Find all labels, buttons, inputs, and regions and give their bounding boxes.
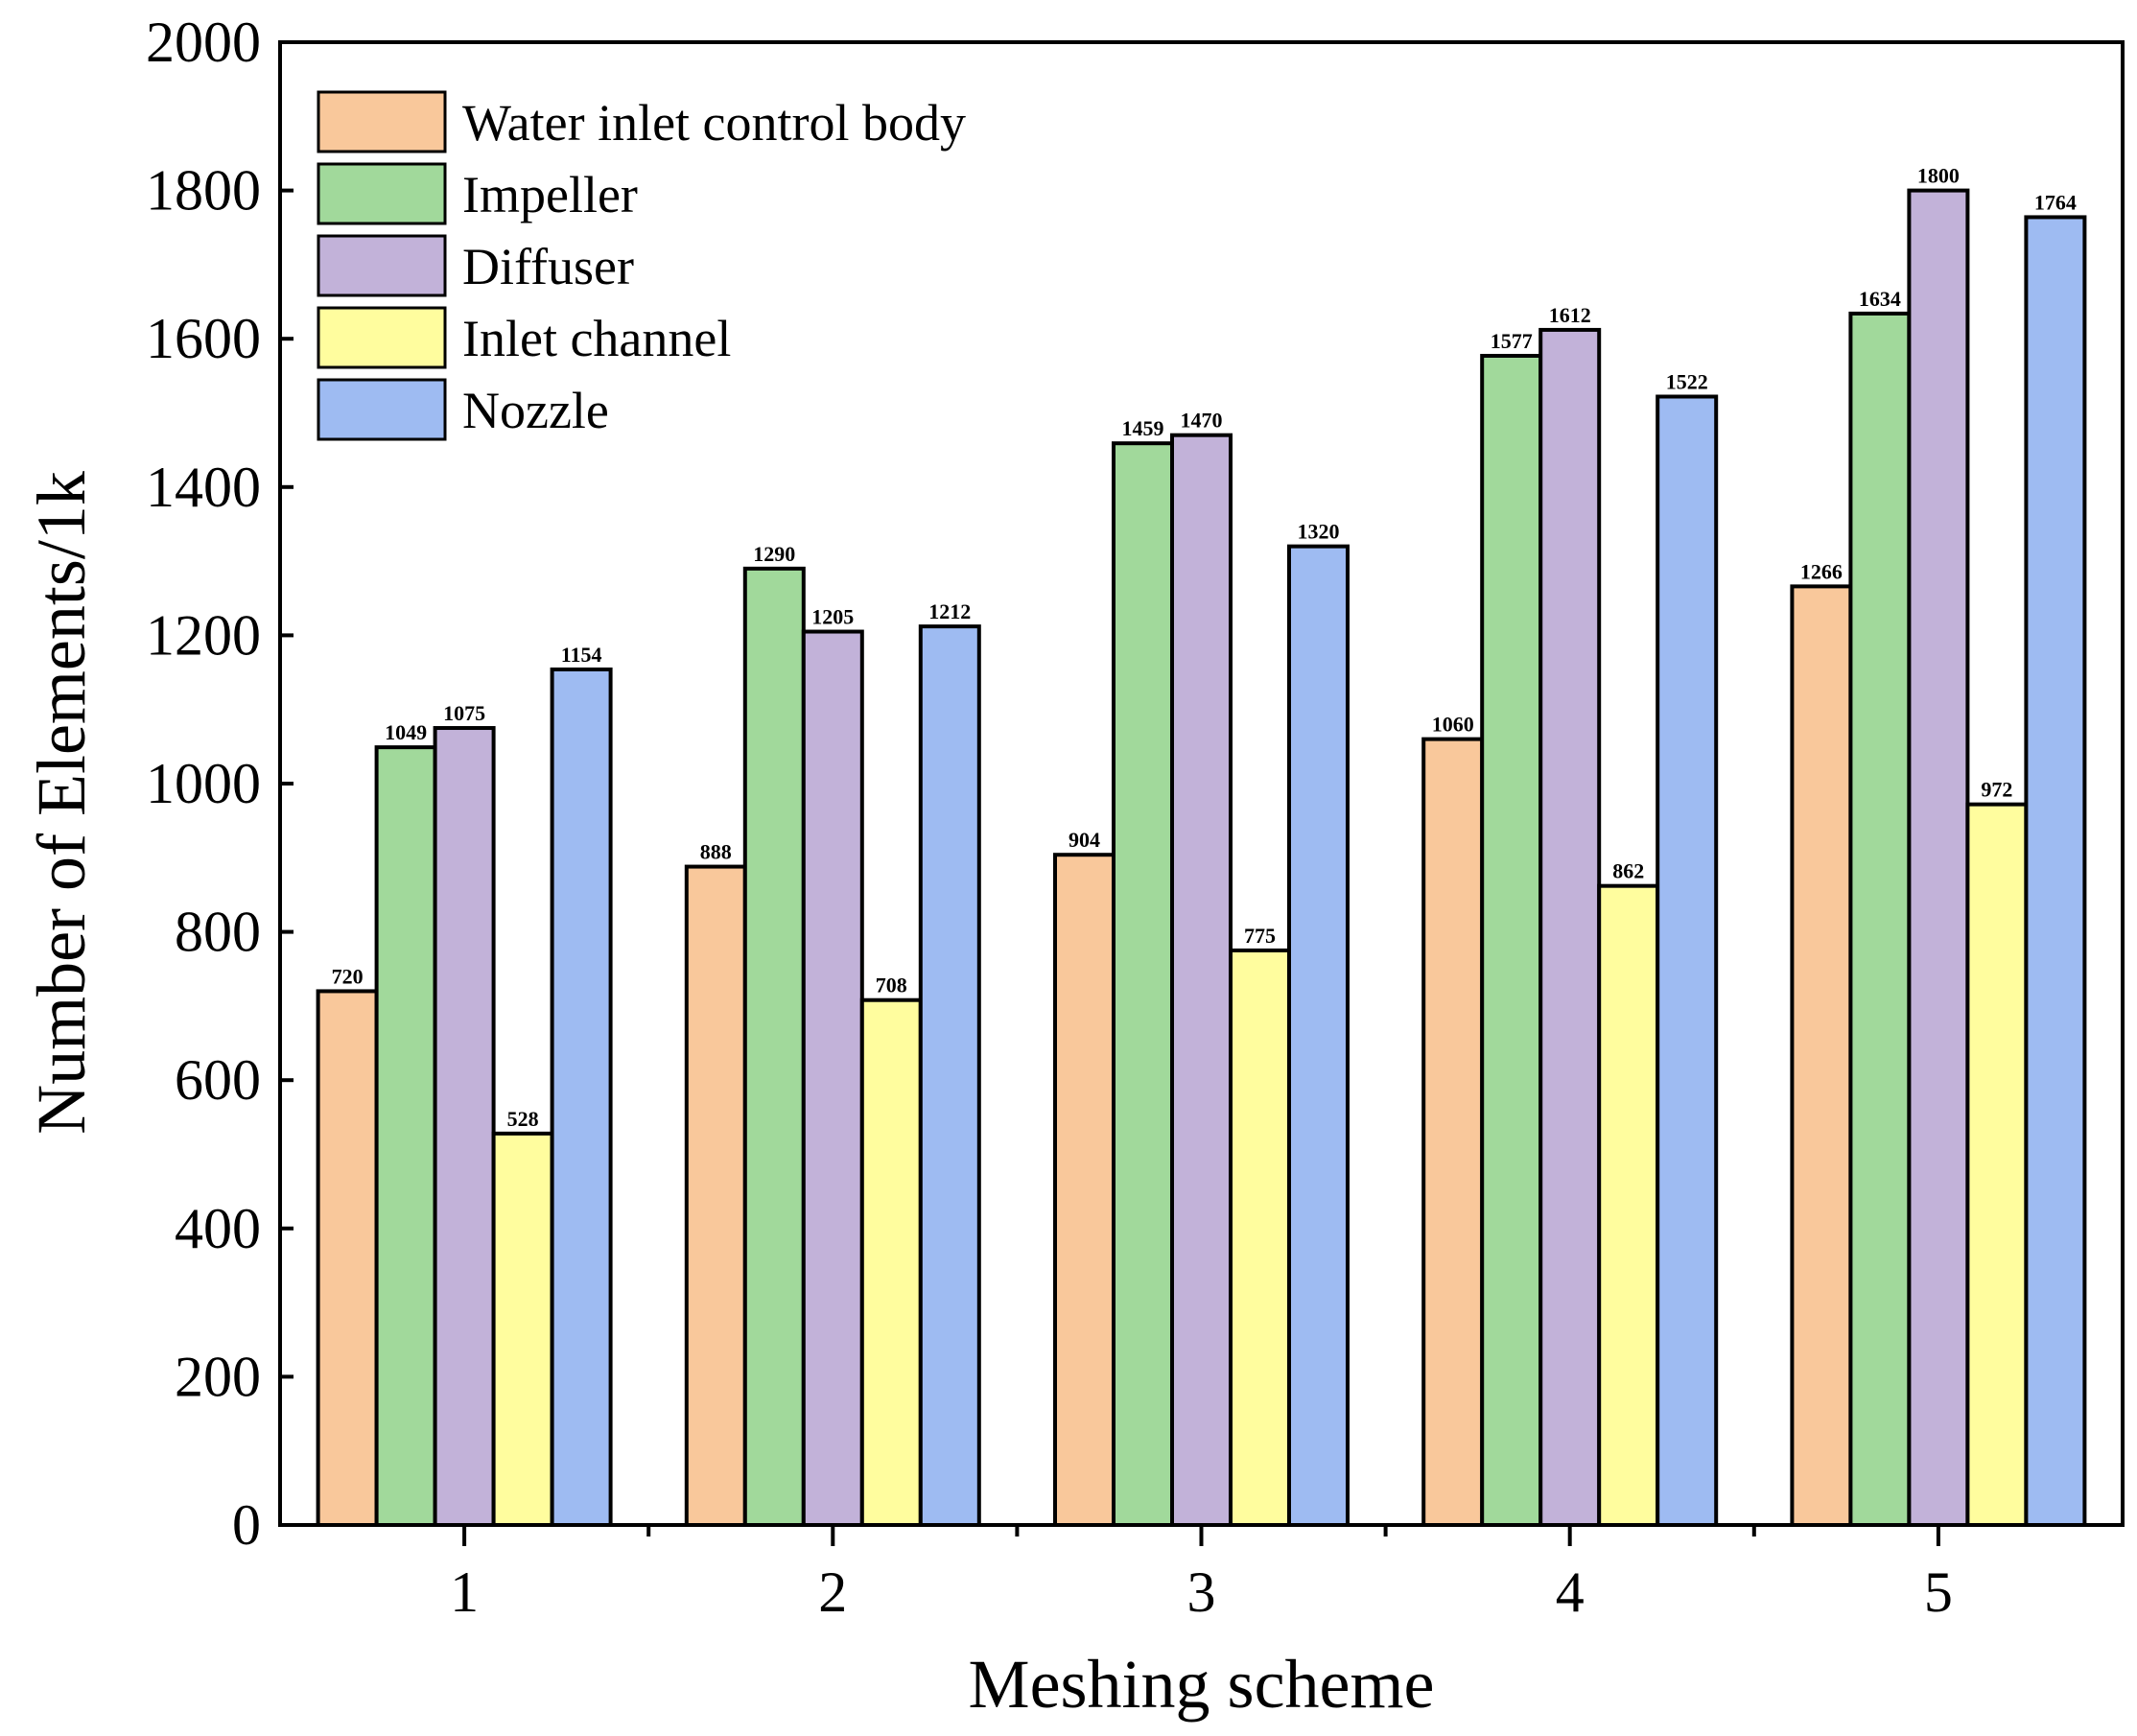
y-axis-title: Number of Elements/1k [23,471,100,1135]
y-tick-label: 200 [175,1345,261,1408]
y-tick-label: 1800 [146,159,261,223]
bar [801,629,864,1527]
legend-swatch [317,378,447,441]
bar [1597,883,1660,1527]
data-label: 1290 [753,542,795,566]
data-label: 528 [507,1107,539,1131]
x-tick-label: 5 [1924,1560,1953,1624]
x-axis-title: Meshing scheme [969,1646,1435,1723]
data-label: 708 [876,974,907,997]
y-tick-label: 1200 [146,603,261,667]
legend-label: Diffuser [462,238,634,295]
data-label: 1612 [1549,303,1591,327]
legend-label: Inlet channel [462,310,731,367]
bar [1421,737,1485,1527]
y-tick-label: 400 [175,1197,261,1260]
bar [1170,433,1233,1528]
bar [1965,802,2029,1527]
data-label: 888 [700,840,732,864]
data-label: 862 [1612,859,1644,883]
legend-swatch [317,162,447,225]
data-label: 904 [1068,828,1100,852]
data-label: 1212 [928,599,971,623]
data-label: 1459 [1122,416,1164,440]
bar [859,997,923,1527]
legend-label: Nozzle [462,382,609,439]
bar [1053,853,1115,1527]
bar [1656,394,1719,1527]
y-tick-label: 600 [175,1048,261,1112]
x-tick-label: 3 [1187,1560,1216,1624]
bar [1538,327,1602,1528]
y-tick-label: 2000 [146,11,261,74]
data-label: 1800 [1917,164,1960,188]
bar [1790,584,1853,1527]
y-axis: 0 200 400 600 800 1000 1200 1400 1600 1800 2000 [146,11,294,1557]
data-label: 1075 [443,701,485,725]
bar [684,864,747,1527]
data-labels-layer: 720 888 904 1060 1266 1049 1290 1459 1577 1634 107… [332,164,2077,1131]
data-label: 1522 [1666,369,1708,393]
bar [1480,353,1543,1527]
y-tick-label: 1000 [146,752,261,815]
data-label: 1060 [1432,713,1474,737]
bar [2024,215,2087,1528]
data-label: 1154 [561,643,602,667]
data-label: 720 [332,964,364,988]
bar [742,566,806,1527]
data-label: 1577 [1491,329,1533,353]
bars-layer [316,188,2087,1528]
data-label: 1764 [2034,190,2077,214]
y-tick-label: 1400 [146,456,261,519]
data-label: 1049 [385,720,427,744]
legend: Water inlet control body Impeller Diffuser… [317,90,966,441]
data-label: 775 [1244,924,1276,948]
x-tick-label: 2 [818,1560,847,1624]
bar [1907,188,1970,1528]
data-label: 1266 [1800,559,1843,583]
data-label: 1470 [1181,409,1223,433]
bar [550,667,613,1527]
bar [1229,948,1291,1527]
bar [918,624,981,1527]
x-tick-label: 1 [450,1560,479,1624]
legend-swatch [317,234,447,297]
data-label: 972 [1981,778,2012,802]
bar [491,1131,554,1527]
legend-swatch [317,306,447,369]
y-tick-label: 800 [175,901,261,964]
legend-label: Water inlet control body [462,94,966,152]
bar [1287,544,1350,1527]
legend-swatch [317,90,447,153]
x-axis: 1 2 3 4 5 [450,1525,1953,1624]
data-label: 1634 [1859,287,1901,311]
bar [1848,311,1912,1528]
bar [316,989,379,1527]
bar [1112,441,1174,1527]
bar [433,726,496,1527]
bar [374,745,437,1527]
legend-label: Impeller [462,166,638,223]
data-label: 1320 [1298,520,1340,544]
y-tick-label: 0 [232,1493,261,1557]
x-tick-label: 4 [1556,1560,1585,1624]
data-label: 1205 [811,605,854,629]
y-tick-label: 1600 [146,307,261,370]
